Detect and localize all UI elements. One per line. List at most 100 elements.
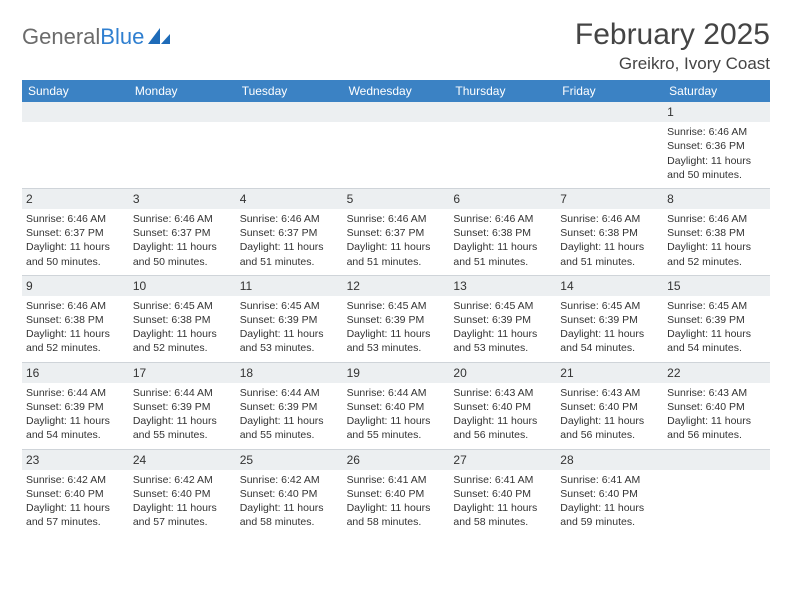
day-number: 28 [556,450,663,470]
day-number [22,102,129,122]
day-cell: 25Sunrise: 6:42 AMSunset: 6:40 PMDayligh… [236,450,343,536]
daylight-text: Daylight: 11 hours [667,327,766,341]
day-cell: 12Sunrise: 6:45 AMSunset: 6:39 PMDayligh… [343,276,450,362]
daylight-text: and 55 minutes. [240,428,339,442]
sunset-text: Sunset: 6:38 PM [453,226,552,240]
daylight-text: Daylight: 11 hours [133,327,232,341]
week-row: 23 Sunrise: 6:42 AM Sunset: 6:40 PM Dayligh… [22,449,770,536]
day-header: Monday [129,80,236,102]
day-number: 16 [22,363,129,383]
day-cell: 4Sunrise: 6:46 AMSunset: 6:37 PMDaylight… [236,189,343,275]
sunrise-text: Sunrise: 6:41 AM [560,473,659,487]
sunrise-text: Sunrise: 6:44 AM [26,386,125,400]
daylight-text: Daylight: 11 hours [347,327,446,341]
day-number: 5 [343,189,450,209]
sunset-text: Sunset: 6:37 PM [347,226,446,240]
day-number: 11 [236,276,343,296]
sunrise-text: Sunrise: 6:45 AM [240,299,339,313]
day-cell: 17Sunrise: 6:44 AMSunset: 6:39 PMDayligh… [129,363,236,449]
day-cell: 11Sunrise: 6:45 AMSunset: 6:39 PMDayligh… [236,276,343,362]
day-cell: 7Sunrise: 6:46 AMSunset: 6:38 PMDaylight… [556,189,663,275]
day-number: 14 [556,276,663,296]
day-number: 23 [22,450,129,470]
day-cell: 27Sunrise: 6:41 AMSunset: 6:40 PMDayligh… [449,450,556,536]
day-number: 3 [129,189,236,209]
sunrise-text: Sunrise: 6:46 AM [347,212,446,226]
sunset-text: Sunset: 6:37 PM [26,226,125,240]
day-cell: 16Sunrise: 6:44 AMSunset: 6:39 PMDayligh… [22,363,129,449]
day-number: 13 [449,276,556,296]
day-number [236,102,343,122]
day-cell: 5Sunrise: 6:46 AMSunset: 6:37 PMDaylight… [343,189,450,275]
sunset-text: Sunset: 6:40 PM [667,400,766,414]
sunrise-text: Sunrise: 6:43 AM [560,386,659,400]
sunrise-text: Sunrise: 6:43 AM [667,386,766,400]
day-cell: 28Sunrise: 6:41 AMSunset: 6:40 PMDayligh… [556,450,663,536]
daylight-text: Daylight: 11 hours [26,327,125,341]
sunset-text: Sunset: 6:38 PM [133,313,232,327]
day-cell: 9Sunrise: 6:46 AMSunset: 6:38 PMDaylight… [22,276,129,362]
day-cell: 22Sunrise: 6:43 AMSunset: 6:40 PMDayligh… [663,363,770,449]
daylight-text: and 57 minutes. [26,515,125,529]
day-cell [22,102,129,188]
sunrise-text: Sunrise: 6:46 AM [560,212,659,226]
day-cell: 6Sunrise: 6:46 AMSunset: 6:38 PMDaylight… [449,189,556,275]
logo-word1: General [22,24,100,50]
daylight-text: and 54 minutes. [560,341,659,355]
day-number [663,450,770,470]
day-number: 15 [663,276,770,296]
daylight-text: Daylight: 11 hours [26,240,125,254]
day-cell: 19Sunrise: 6:44 AMSunset: 6:40 PMDayligh… [343,363,450,449]
sunset-text: Sunset: 6:39 PM [560,313,659,327]
daylight-text: and 57 minutes. [133,515,232,529]
day-header: Saturday [663,80,770,102]
sunset-text: Sunset: 6:40 PM [26,487,125,501]
sunset-text: Sunset: 6:40 PM [560,400,659,414]
day-cell: 21Sunrise: 6:43 AMSunset: 6:40 PMDayligh… [556,363,663,449]
day-cell: 3Sunrise: 6:46 AMSunset: 6:37 PMDaylight… [129,189,236,275]
day-cell: 13Sunrise: 6:45 AMSunset: 6:39 PMDayligh… [449,276,556,362]
sunset-text: Sunset: 6:40 PM [347,400,446,414]
sunset-text: Sunset: 6:40 PM [453,400,552,414]
day-number: 20 [449,363,556,383]
daylight-text: Daylight: 11 hours [560,501,659,515]
sunset-text: Sunset: 6:40 PM [453,487,552,501]
sunrise-text: Sunrise: 6:46 AM [133,212,232,226]
sunrise-text: Sunrise: 6:43 AM [453,386,552,400]
week-row: 2Sunrise: 6:46 AMSunset: 6:37 PMDaylight… [22,188,770,275]
day-header: Wednesday [343,80,450,102]
daylight-text: Daylight: 11 hours [240,414,339,428]
day-number: 26 [343,450,450,470]
day-cell: 1Sunrise: 6:46 AMSunset: 6:36 PMDaylight… [663,102,770,188]
day-header-row: Sunday Monday Tuesday Wednesday Thursday… [22,80,770,102]
sunrise-text: Sunrise: 6:42 AM [133,473,232,487]
daylight-text: and 58 minutes. [347,515,446,529]
daylight-text: and 52 minutes. [133,341,232,355]
day-cell: 14Sunrise: 6:45 AMSunset: 6:39 PMDayligh… [556,276,663,362]
day-number: 22 [663,363,770,383]
day-number: 10 [129,276,236,296]
sunset-text: Sunset: 6:38 PM [667,226,766,240]
location: Greikro, Ivory Coast [575,54,770,74]
day-cell [556,102,663,188]
sunrise-text: Sunrise: 6:45 AM [560,299,659,313]
day-number: 24 [129,450,236,470]
day-number [129,102,236,122]
sunset-text: Sunset: 6:39 PM [453,313,552,327]
sunrise-text: Sunrise: 6:44 AM [133,386,232,400]
daylight-text: Daylight: 11 hours [133,501,232,515]
day-number: 8 [663,189,770,209]
sunrise-text: Sunrise: 6:46 AM [26,299,125,313]
sunrise-text: Sunrise: 6:45 AM [667,299,766,313]
day-number: 2 [22,189,129,209]
month-title: February 2025 [575,18,770,52]
daylight-text: and 55 minutes. [347,428,446,442]
daylight-text: and 51 minutes. [347,255,446,269]
daylight-text: and 56 minutes. [453,428,552,442]
daylight-text: and 59 minutes. [560,515,659,529]
sunset-text: Sunset: 6:39 PM [347,313,446,327]
daylight-text: Daylight: 11 hours [240,501,339,515]
sunrise-text: Sunrise: 6:45 AM [347,299,446,313]
day-number: 9 [22,276,129,296]
daylight-text: Daylight: 11 hours [133,240,232,254]
